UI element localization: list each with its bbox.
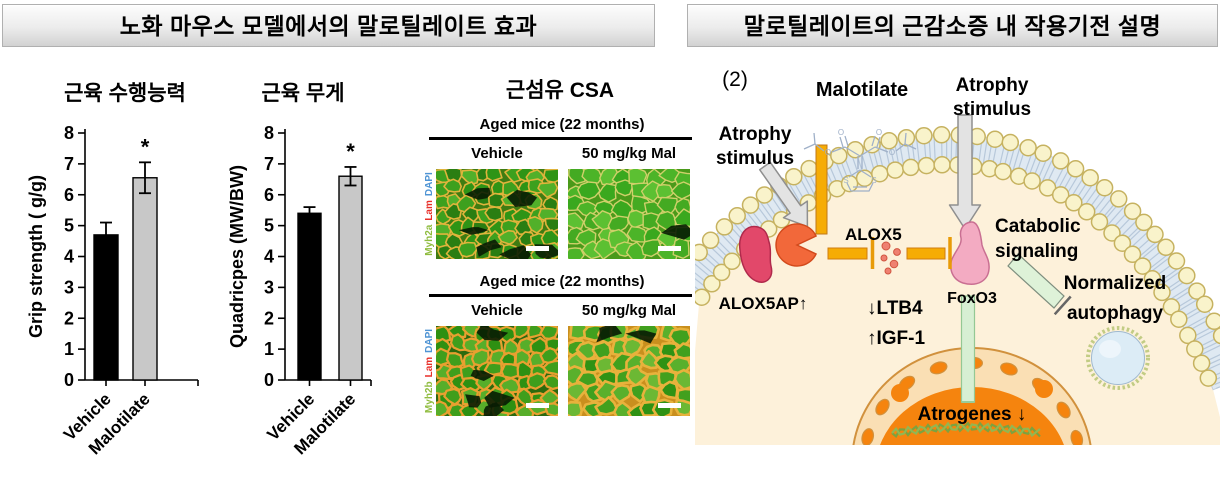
malotilate-structure: O O O O S S <box>803 128 917 192</box>
catabolic-signaling-label: Catabolic <box>995 216 1081 237</box>
malotilate-inhibitor-bar <box>815 144 828 235</box>
atrophy-stimulus-top-label: Atrophy <box>956 75 1029 96</box>
atrophy-stimulus-left-label: stimulus <box>716 148 794 169</box>
svg-text:1: 1 <box>64 339 74 359</box>
stain-myh2b: Myh2b <box>424 381 435 414</box>
foxo3-to-nucleus-bar <box>960 295 976 403</box>
atrophy-stimulus-top-label: stimulus <box>953 99 1031 120</box>
column-labels: Vehicle 50 mg/kg Mal <box>436 145 690 162</box>
stain-marker-label: Myh2b Lam DAPI <box>424 326 436 416</box>
group-header: Aged mice (22 months) <box>479 273 645 290</box>
svg-text:3: 3 <box>264 277 274 297</box>
cell-membrane <box>695 126 1220 391</box>
normalized-autophagy-label: autophagy <box>1067 303 1163 324</box>
svg-text:S: S <box>843 176 848 185</box>
autophagy-inhibition-bar <box>1007 253 1072 316</box>
svg-text:0: 0 <box>264 370 274 390</box>
csa-group-top: Aged mice (22 months) Vehicle 50 mg/kg M… <box>424 116 696 266</box>
svg-text:Quadricpes (MW/BW): Quadricpes (MW/BW) <box>227 165 247 348</box>
csa-panel-title: 근섬유 CSA <box>505 79 615 102</box>
stain-myh2a: Myh2a <box>424 224 435 256</box>
mechanism-diagram: O O O O S S <box>695 68 1220 445</box>
muscle-fiber-csa-panel: 근섬유 CSA Aged mice (22 months) Vehicle 50… <box>424 60 696 460</box>
column-labels: Vehicle 50 mg/kg Mal <box>436 302 690 319</box>
ltb4-label: ↓LTB4 <box>867 298 923 319</box>
svg-text:2: 2 <box>64 308 74 328</box>
csa-group-bottom: Aged mice (22 months) Vehicle 50 mg/kg M… <box>424 273 696 423</box>
svg-text:6: 6 <box>264 185 274 205</box>
svg-text:O: O <box>838 128 844 137</box>
right-panel-title: 말로틸레이트의 근감소증 내 작용기전 설명 <box>687 4 1218 47</box>
column-label-mal: 50 mg/kg Mal <box>581 302 677 319</box>
svg-text:8: 8 <box>64 123 74 143</box>
image-row: Myh2a Lam DAPI <box>424 169 696 259</box>
autophagosome-vesicle <box>1086 326 1150 390</box>
micro-image-mal <box>568 169 690 259</box>
alox5ap-protein <box>738 225 773 283</box>
svg-text:Grip strength ( g/g): Grip strength ( g/g) <box>26 175 46 338</box>
left-panel-title: 노화 마우스 모델에서의 말로틸레이트 효과 <box>2 4 655 47</box>
svg-text:4: 4 <box>264 247 274 267</box>
svg-text:*: * <box>141 134 150 159</box>
alox5-inhibition-bar <box>827 237 875 269</box>
atrophy-stimulus-left-label: Atrophy <box>719 124 792 145</box>
micro-image-mal <box>568 326 690 416</box>
svg-text:7: 7 <box>64 154 74 174</box>
image-row: Myh2b Lam DAPI <box>424 326 696 416</box>
mediator-dots <box>880 241 901 275</box>
stain-marker-label: Myh2a Lam DAPI <box>424 169 436 259</box>
alox5-protein <box>775 223 818 267</box>
atrogenes-label: Atrogenes ↓ <box>918 404 1027 425</box>
svg-text:6: 6 <box>64 185 74 205</box>
svg-text:근육 수행능력: 근육 수행능력 <box>64 82 186 105</box>
svg-text:0: 0 <box>64 370 74 390</box>
svg-text:5: 5 <box>64 216 74 236</box>
svg-text:O: O <box>889 148 895 157</box>
cytoplasm-region <box>695 164 1220 445</box>
foxo3-label: FoxO3 <box>947 290 997 307</box>
stain-lam: Lam <box>424 356 435 378</box>
group-header: Aged mice (22 months) <box>479 116 645 133</box>
group-underline <box>429 294 692 297</box>
svg-text:S: S <box>871 176 876 185</box>
normalized-autophagy-label: Normalized <box>1064 273 1166 294</box>
foxo3-inhibition-bar <box>906 237 952 269</box>
malotilate-label: Malotilate <box>816 79 908 101</box>
group-underline <box>429 137 692 140</box>
svg-text:*: * <box>346 139 355 164</box>
micro-image-vehicle <box>436 169 558 259</box>
svg-text:3: 3 <box>64 277 74 297</box>
column-label-vehicle: Vehicle <box>471 145 523 162</box>
micro-image-vehicle <box>436 326 558 416</box>
alox5ap-label: ALOX5AP↑ <box>719 294 808 313</box>
svg-text:O: O <box>876 128 882 137</box>
svg-text:2: 2 <box>264 308 274 328</box>
stain-dapi: DAPI <box>424 328 435 353</box>
foxo3-protein <box>950 221 990 285</box>
column-label-mal: 50 mg/kg Mal <box>581 145 677 162</box>
svg-text:8: 8 <box>264 123 274 143</box>
atrophy-stimulus-arrows <box>758 114 982 230</box>
svg-text:5: 5 <box>264 216 274 236</box>
svg-text:1: 1 <box>264 339 274 359</box>
svg-text:7: 7 <box>264 154 274 174</box>
catabolic-signaling-label: signaling <box>995 241 1078 262</box>
column-label-vehicle: Vehicle <box>471 302 523 319</box>
stain-dapi: DAPI <box>424 172 435 197</box>
svg-text:4: 4 <box>64 247 74 267</box>
stain-lam: Lam <box>424 200 435 221</box>
alox5-label: ALOX5 <box>845 225 902 244</box>
svg-text:근육 무게: 근육 무게 <box>261 82 344 105</box>
panel-index-label: (2) <box>722 68 748 91</box>
igf1-label: ↑IGF-1 <box>867 328 925 349</box>
svg-text:O: O <box>825 148 831 157</box>
